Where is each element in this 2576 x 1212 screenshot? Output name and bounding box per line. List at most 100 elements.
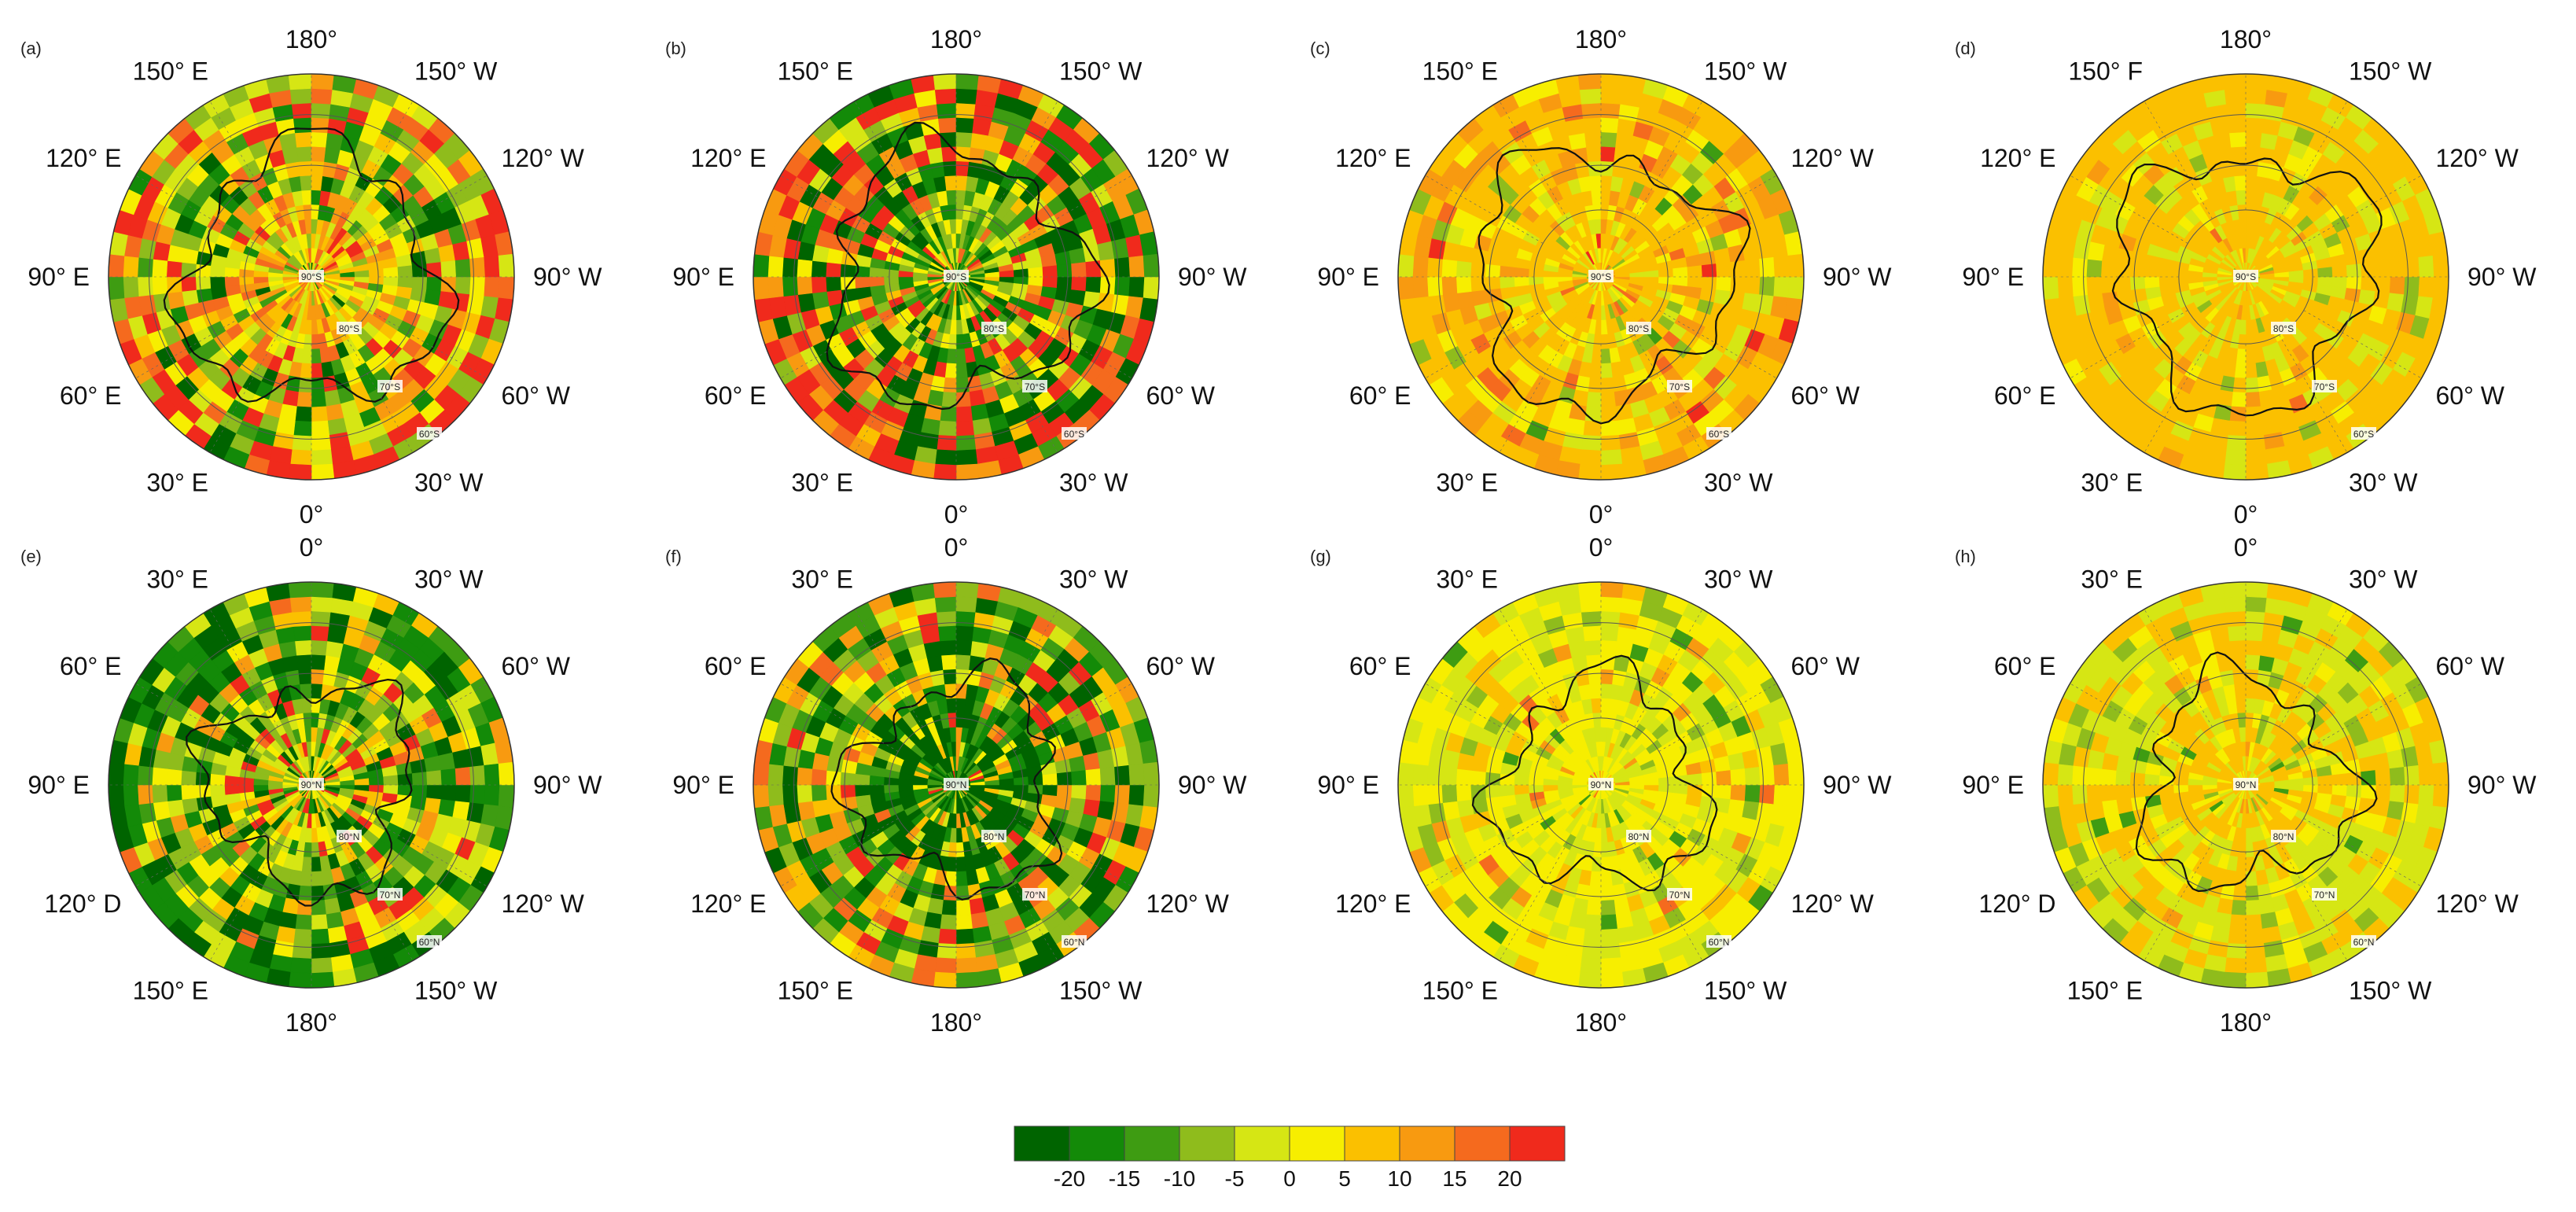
longitude-label-top-right: 150° W bbox=[1704, 57, 1787, 86]
latitude-label: 70°N bbox=[1025, 890, 1046, 901]
latitude-label: 90°N bbox=[946, 779, 967, 790]
lat-label-box bbox=[2271, 322, 2296, 334]
latitude-label: 80°S bbox=[2273, 323, 2294, 334]
longitude-label-lower-right: 60° W bbox=[1791, 381, 1860, 410]
lat-label-box bbox=[299, 270, 324, 282]
latitude-label: 70°S bbox=[1669, 381, 1690, 392]
longitude-label-upper-right: 120° W bbox=[1791, 144, 1875, 172]
meridian-line bbox=[135, 818, 254, 887]
longitude-label-left: 90° E bbox=[1962, 771, 2024, 799]
lat-label-box bbox=[1062, 935, 1087, 948]
longitude-label-lower-right: 120° W bbox=[1146, 890, 1230, 918]
meridian-line bbox=[1499, 101, 1568, 219]
panel-letter: (h) bbox=[1955, 547, 1976, 566]
panel-letter: (c) bbox=[1310, 39, 1330, 58]
meridian-line bbox=[2303, 175, 2422, 244]
meridian-line bbox=[344, 101, 414, 219]
meridian-line bbox=[1658, 683, 1777, 752]
longitude-label-bottom-left: 30° E bbox=[1436, 469, 1498, 497]
longitude-label-bottom-left: 150° E bbox=[778, 977, 853, 1005]
longitude-label-right: 90° W bbox=[533, 263, 602, 291]
longitude-label-top-left: 30° E bbox=[1436, 565, 1498, 594]
longitude-label-bottom: 180° bbox=[930, 1008, 982, 1037]
meridian-line bbox=[2144, 334, 2213, 453]
map-panel-h: (h) 90°N 80°N 70°N 60°N 0° 30° W 60° W 90° W 120°… bbox=[1955, 533, 2537, 1037]
longitude-label-bottom-left: 150° E bbox=[133, 977, 208, 1005]
latitude-label: 60°N bbox=[2353, 937, 2375, 948]
longitude-label-top: 0° bbox=[944, 533, 969, 562]
lat-label-box bbox=[1667, 888, 1692, 901]
longitude-label-lower-right: 120° W bbox=[1791, 890, 1875, 918]
longitude-label-bottom-right: 150° W bbox=[2349, 977, 2432, 1005]
longitude-label-bottom: 0° bbox=[1589, 500, 1614, 529]
map-border bbox=[753, 581, 1160, 989]
longitude-label-bottom: 180° bbox=[2220, 1008, 2272, 1037]
colorbar-swatch bbox=[1344, 1125, 1400, 1162]
lat-label-box bbox=[337, 322, 362, 334]
longitude-label-upper-left: 120° E bbox=[46, 144, 121, 172]
colorbar-tick-label: 15 bbox=[1442, 1166, 1466, 1191]
longitude-label-bottom-right: 30° W bbox=[1059, 469, 1128, 497]
longitude-label-upper-right: 60° W bbox=[1791, 652, 1860, 680]
longitude-label-lower-left: 120° E bbox=[690, 890, 766, 918]
lat-label-box bbox=[944, 778, 969, 790]
latitude-label: 60°N bbox=[419, 937, 440, 948]
longitude-label-left: 90° E bbox=[28, 771, 90, 799]
longitude-label-bottom-right: 30° W bbox=[2349, 469, 2418, 497]
map-panel-e: (e) 90°N 80°N 70°N 60°N 0° 30° W 60° W 90° W 120°… bbox=[20, 533, 602, 1037]
latitude-label: 80°N bbox=[984, 831, 1005, 842]
meridian-line bbox=[209, 334, 278, 453]
longitude-label-bottom: 0° bbox=[2234, 500, 2258, 529]
longitude-label-bottom-right: 150° W bbox=[1059, 977, 1143, 1005]
latitude-label: 90°N bbox=[1591, 779, 1612, 790]
lat-label-box bbox=[1588, 270, 1614, 282]
colorbar-swatch bbox=[1014, 1125, 1070, 1162]
meridian-line bbox=[209, 609, 278, 728]
map-border bbox=[108, 581, 515, 989]
longitude-label-bottom-left: 30° E bbox=[2081, 469, 2143, 497]
panel-letter: (b) bbox=[665, 39, 686, 58]
meridian-line bbox=[780, 818, 899, 887]
longitude-label-lower-left: 60° E bbox=[705, 381, 767, 410]
lat-label-box bbox=[337, 830, 362, 842]
colorbar-swatch bbox=[1509, 1125, 1566, 1162]
lat-label-box bbox=[2233, 270, 2258, 282]
longitude-label-lower-left: 60° E bbox=[1349, 381, 1411, 410]
map-panel-c: (c) 90°S 80°S 70°S 60°S 180° 150° W 120° W 90° W… bbox=[1310, 25, 1892, 529]
lat-label-box bbox=[2312, 380, 2337, 392]
longitude-label-right: 90° W bbox=[533, 771, 602, 799]
meridian-line bbox=[344, 609, 414, 728]
panel-letter: (g) bbox=[1310, 547, 1331, 566]
colorbar-tick-label: 0 bbox=[1283, 1166, 1296, 1191]
longitude-label-upper-left: 60° E bbox=[1994, 652, 2056, 680]
latitude-label: 70°N bbox=[380, 890, 401, 901]
latitude-label: 70°S bbox=[1025, 381, 1045, 392]
colorbar-tick-label: -5 bbox=[1225, 1166, 1245, 1191]
longitude-label-lower-left: 60° E bbox=[1994, 381, 2056, 410]
longitude-label-top-right: 150° W bbox=[2349, 57, 2432, 86]
longitude-label-bottom-left: 150° E bbox=[1422, 977, 1498, 1005]
longitude-label-top: 180° bbox=[2220, 25, 2272, 53]
meridian-line bbox=[2144, 842, 2213, 961]
latitude-label: 60°N bbox=[1064, 937, 1085, 948]
map-border bbox=[1397, 73, 1805, 481]
latitude-label: 90°S bbox=[2236, 271, 2256, 282]
longitude-label-right: 90° W bbox=[2467, 263, 2537, 291]
latitude-label: 90°S bbox=[301, 271, 322, 282]
meridian-line bbox=[854, 609, 923, 728]
colorbar-tick-label: -10 bbox=[1164, 1166, 1195, 1191]
longitude-label-top: 180° bbox=[285, 25, 337, 53]
longitude-label-bottom-right: 30° W bbox=[414, 469, 484, 497]
meridian-line bbox=[780, 683, 899, 752]
longitude-label-upper-left: 60° E bbox=[1349, 652, 1411, 680]
lat-label-box bbox=[1667, 380, 1692, 392]
longitude-label-lower-right: 60° W bbox=[2436, 381, 2505, 410]
lat-label-box bbox=[1626, 322, 1651, 334]
meridian-line bbox=[1634, 842, 1703, 961]
longitude-label-upper-right: 120° W bbox=[2436, 144, 2519, 172]
longitude-label-lower-right: 120° W bbox=[502, 890, 585, 918]
longitude-label-upper-right: 60° W bbox=[502, 652, 571, 680]
longitude-label-lower-left: 120° D bbox=[44, 890, 121, 918]
longitude-label-lower-right: 120° W bbox=[2436, 890, 2519, 918]
